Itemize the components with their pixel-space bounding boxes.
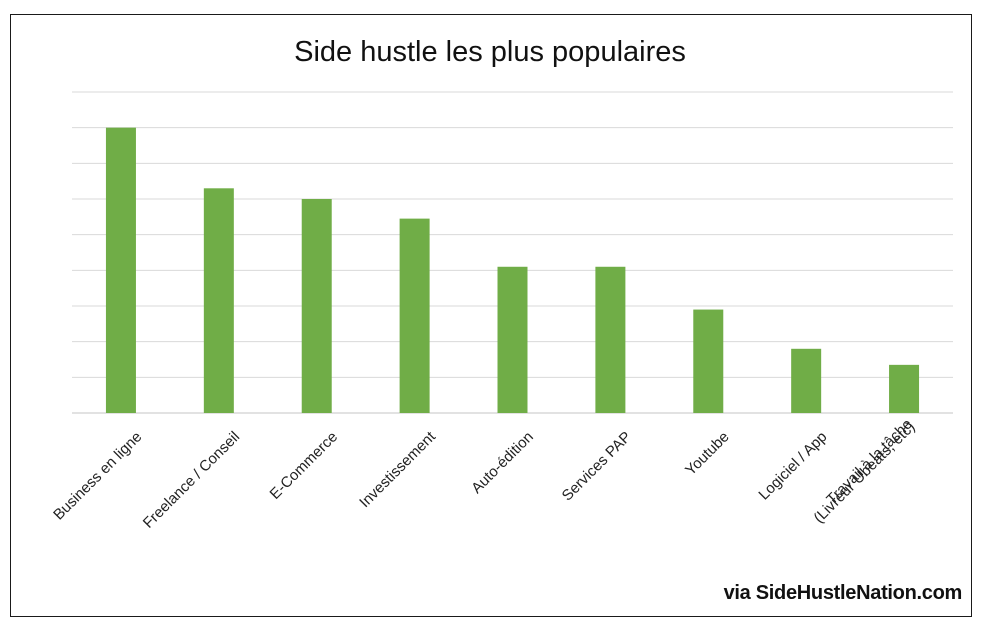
bar: [791, 348, 822, 413]
x-tick-label: Services PAP: [559, 428, 635, 504]
bar: [595, 266, 626, 413]
bar: [399, 218, 430, 413]
x-tick-label: Logiciel / App: [755, 428, 830, 503]
bar: [105, 127, 136, 414]
x-tick-label: Freelance / Conseil: [140, 428, 243, 531]
x-tick-label: E-Commerce: [267, 428, 342, 503]
bar: [497, 266, 528, 413]
x-tick-label: Investissement: [356, 428, 439, 511]
chart-frame: [10, 14, 972, 617]
source-credit: via SideHustleNation.com: [723, 582, 963, 604]
x-tick-label: Travail à la tâche(Livreur Ubeats, etc): [808, 416, 919, 527]
x-tick-label: Youtube: [682, 428, 733, 479]
x-tick-label: Auto-édition: [468, 428, 537, 497]
bar: [889, 364, 920, 413]
chart-title: Side hustle les plus populaires: [294, 36, 686, 68]
bar: [301, 199, 332, 413]
bar: [203, 188, 234, 413]
bar: [693, 309, 724, 413]
x-tick-label: Business en ligne: [50, 428, 145, 523]
